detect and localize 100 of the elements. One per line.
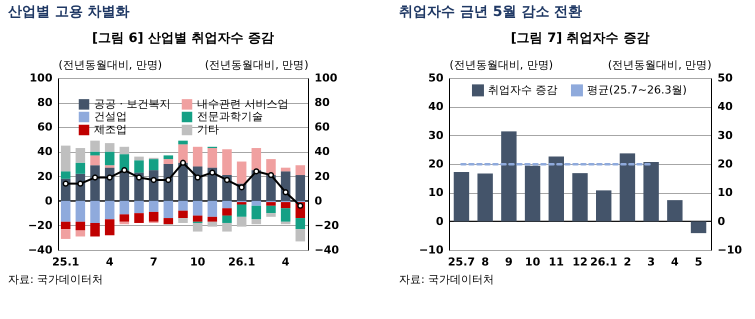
bar: [134, 156, 144, 160]
bar: [134, 200, 144, 214]
y-tick-label: 80: [37, 96, 53, 110]
chart-subtitle: [그림 7] 취업자수 증감: [510, 31, 650, 46]
y-tick-label: 0: [44, 194, 53, 208]
x-tick-label: 2: [624, 256, 632, 268]
bar: [572, 173, 588, 222]
x-tick-label: 25.7: [448, 256, 476, 268]
bar: [178, 162, 188, 201]
bar: [120, 200, 130, 214]
bar: [266, 175, 276, 201]
x-tick-label: 4: [282, 256, 290, 268]
bar: [148, 159, 158, 170]
y2-tick-label: −20: [314, 218, 340, 232]
point: [209, 170, 216, 176]
bar: [208, 222, 218, 227]
bar: [90, 140, 100, 152]
bar: [76, 148, 86, 163]
bar: [164, 218, 174, 224]
point: [268, 172, 274, 178]
y-tick-label: 10: [428, 186, 444, 200]
bar: [192, 222, 202, 232]
y2-tick-label: 20: [718, 158, 734, 170]
x-tick-label: 5: [694, 256, 702, 268]
y2-tick-label: 20: [314, 170, 330, 183]
x-tick-label: 7: [150, 256, 158, 268]
y2-tick-label: 30: [718, 128, 734, 142]
bar: [104, 200, 114, 220]
y-tick-label: −40: [28, 244, 53, 256]
point: [136, 174, 142, 181]
bar: [104, 165, 114, 168]
bar: [222, 216, 232, 223]
y-axis-title: (전년동월대비, 만명): [450, 58, 554, 72]
text: 자료: 국가데이터처: [8, 273, 104, 286]
bar: [280, 222, 290, 224]
legend-label: 전문과학기술: [197, 110, 263, 123]
bar: [104, 152, 114, 166]
bar: [164, 200, 174, 218]
legend-label: 내수관련 서비스업: [197, 97, 288, 110]
bar: [90, 222, 100, 236]
bar: [667, 200, 683, 222]
y-tick-label: 20: [37, 170, 53, 183]
y2-tick-label: 0: [718, 214, 726, 228]
bar: [252, 148, 262, 170]
text: 자료: 국가데이터처: [399, 273, 494, 286]
bar: [120, 170, 130, 201]
x-tick-label: 3: [647, 256, 655, 268]
chart-title: 취업자수 금년 5월 감소 전환: [399, 4, 582, 20]
bar: [236, 202, 246, 205]
y2-tick-label: 0: [314, 194, 322, 208]
y2-axis-title: (전년동월대비, 만명): [608, 58, 712, 72]
bar: [76, 230, 86, 236]
point: [121, 167, 128, 174]
bar: [454, 172, 470, 222]
bar: [266, 206, 276, 214]
bar: [178, 218, 188, 223]
x-tick-label: 9: [505, 256, 513, 268]
y2-tick-label: −10: [718, 244, 742, 256]
point: [194, 174, 201, 181]
y2-tick-label: 40: [718, 100, 734, 114]
x-tick-label: 4: [671, 256, 680, 268]
bar: [252, 206, 262, 220]
x-tick-label: 10: [524, 256, 541, 268]
bar: [266, 213, 276, 217]
bar: [60, 222, 70, 230]
bar: [208, 200, 218, 217]
y-tick-label: 50: [428, 72, 444, 84]
bar: [222, 200, 232, 208]
bar: [164, 155, 174, 160]
point: [77, 180, 84, 187]
y2-tick-label: 80: [314, 96, 330, 110]
legend-label: 제조업: [94, 123, 127, 136]
bar: [236, 216, 246, 227]
y-tick-label: 30: [428, 128, 444, 142]
bar: [208, 148, 218, 168]
point: [282, 189, 289, 196]
bar: [266, 202, 276, 206]
bar: [208, 216, 218, 222]
legend-label: 평균(25.7~26.3월): [586, 83, 687, 96]
x-tick-label: 11: [548, 256, 564, 268]
bar: [178, 200, 188, 211]
bar: [280, 202, 290, 208]
bar: [252, 219, 262, 224]
y2-tick-label: 60: [314, 120, 330, 134]
y-tick-label: 0: [436, 214, 444, 228]
bar: [236, 204, 246, 217]
y2-tick-label: 100: [314, 72, 338, 84]
y-tick-label: 60: [37, 120, 53, 134]
bar: [296, 229, 306, 242]
point: [165, 176, 172, 184]
bar: [280, 208, 290, 222]
bar: [222, 149, 232, 176]
point: [106, 174, 113, 181]
bar: [148, 212, 158, 222]
x-tick-label: 4: [106, 256, 114, 268]
point: [180, 160, 186, 166]
bar: [90, 200, 100, 223]
legend-label: 공공 · 보건복지: [94, 97, 170, 110]
bar: [60, 146, 70, 172]
bar: [120, 146, 130, 154]
